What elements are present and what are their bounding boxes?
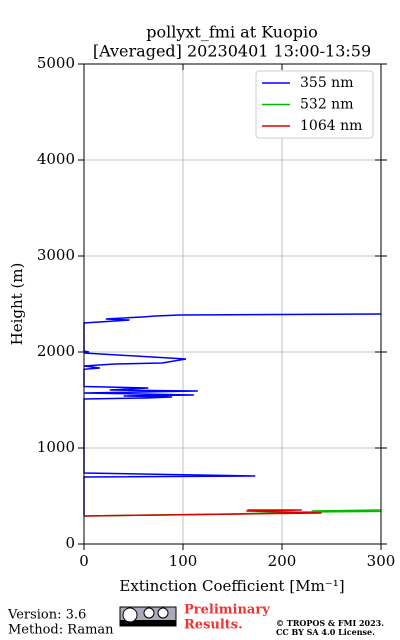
x-tick-label: 200 [268,552,297,570]
profile-line [83,509,322,517]
y-tick-label: 1000 [37,438,75,456]
chart-subtitle: [Averaged] 20230401 13:00-13:59 [93,42,371,61]
legend-label: 355 nm [300,75,353,91]
x-axis-label: Extinction Coefficient [Mm⁻¹] [119,577,344,595]
legend-label: 532 nm [300,97,353,113]
chart-title: pollyxt_fmi at Kuopio [146,23,317,42]
legend-label: 1064 nm [300,118,362,134]
x-tick-label: 300 [367,552,396,570]
preliminary: Preliminary [184,603,270,618]
plot-frame [83,63,382,545]
preliminary: Results. [184,618,243,633]
method: Method: Raman [8,623,114,638]
y-tick-label: 5000 [37,54,75,72]
x-tick-label: 100 [169,552,198,570]
profile-line [83,313,382,516]
y-tick-label: 4000 [37,150,75,168]
version: Version: 3.6 [7,608,86,623]
y-tick-label: 2000 [37,342,75,360]
y-tick-label: 0 [65,534,75,552]
copyright: CC BY SA 4.0 License. [276,627,375,637]
y-tick-label: 3000 [37,246,75,264]
copyright: © TROPOS & FMI 2023. [276,618,384,628]
x-tick-label: 0 [79,552,89,570]
y-axis-label: Height (m) [8,263,26,346]
cc-logo [119,606,177,627]
legend-box [255,70,374,139]
